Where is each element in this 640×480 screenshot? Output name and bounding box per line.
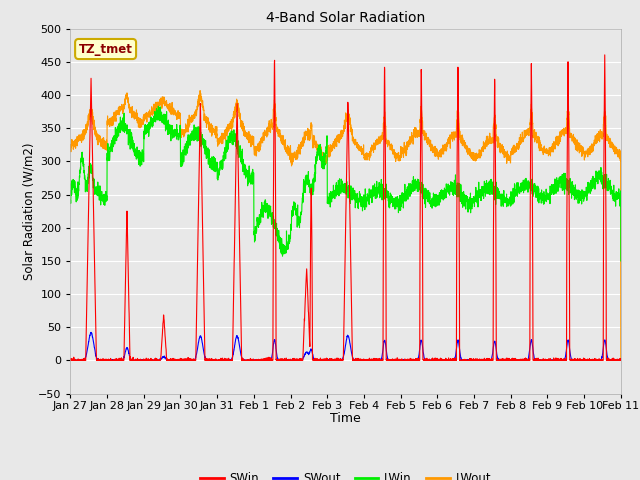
- SWout: [67, 356, 74, 362]
- LWin: [184, 143, 192, 149]
- Line: LWin: LWin: [70, 106, 621, 261]
- LWout: [184, 123, 192, 129]
- LWin: [409, 189, 417, 194]
- LWout: [220, 130, 228, 136]
- LWin: [399, 205, 407, 211]
- SWin: [617, 356, 625, 362]
- SWout: [399, 357, 407, 363]
- LWin: [220, 151, 228, 156]
- SWout: [565, 340, 573, 346]
- SWout: [221, 358, 228, 363]
- SWin: [184, 358, 192, 363]
- Line: LWout: LWout: [70, 91, 621, 358]
- LWin: [154, 103, 162, 109]
- SWout: [409, 358, 417, 363]
- LWout: [409, 133, 417, 139]
- SWin: [617, 358, 625, 363]
- LWin: [617, 258, 625, 264]
- SWin: [601, 52, 609, 58]
- SWin: [220, 357, 228, 363]
- LWout: [565, 112, 573, 118]
- LWin: [565, 192, 573, 197]
- SWin: [564, 107, 572, 112]
- Text: TZ_tmet: TZ_tmet: [79, 43, 132, 56]
- SWin: [399, 358, 407, 363]
- SWin: [67, 358, 74, 363]
- LWin: [67, 198, 74, 204]
- SWout: [67, 358, 74, 363]
- LWout: [67, 142, 74, 148]
- LWin: [617, 196, 625, 202]
- Title: 4-Band Solar Radiation: 4-Band Solar Radiation: [266, 11, 425, 25]
- LWout: [617, 355, 625, 361]
- SWout: [617, 358, 625, 363]
- LWout: [617, 150, 625, 156]
- SWout: [87, 329, 95, 335]
- Legend: SWin, SWout, LWin, LWout: SWin, SWout, LWin, LWout: [195, 468, 496, 480]
- SWout: [185, 357, 193, 363]
- X-axis label: Time: Time: [330, 412, 361, 425]
- LWout: [399, 153, 407, 159]
- SWout: [617, 358, 625, 363]
- Y-axis label: Solar Radiation (W/m2): Solar Radiation (W/m2): [22, 143, 35, 280]
- SWin: [409, 358, 417, 363]
- Line: SWout: SWout: [70, 332, 621, 360]
- Line: SWin: SWin: [70, 55, 621, 360]
- LWout: [196, 88, 204, 94]
